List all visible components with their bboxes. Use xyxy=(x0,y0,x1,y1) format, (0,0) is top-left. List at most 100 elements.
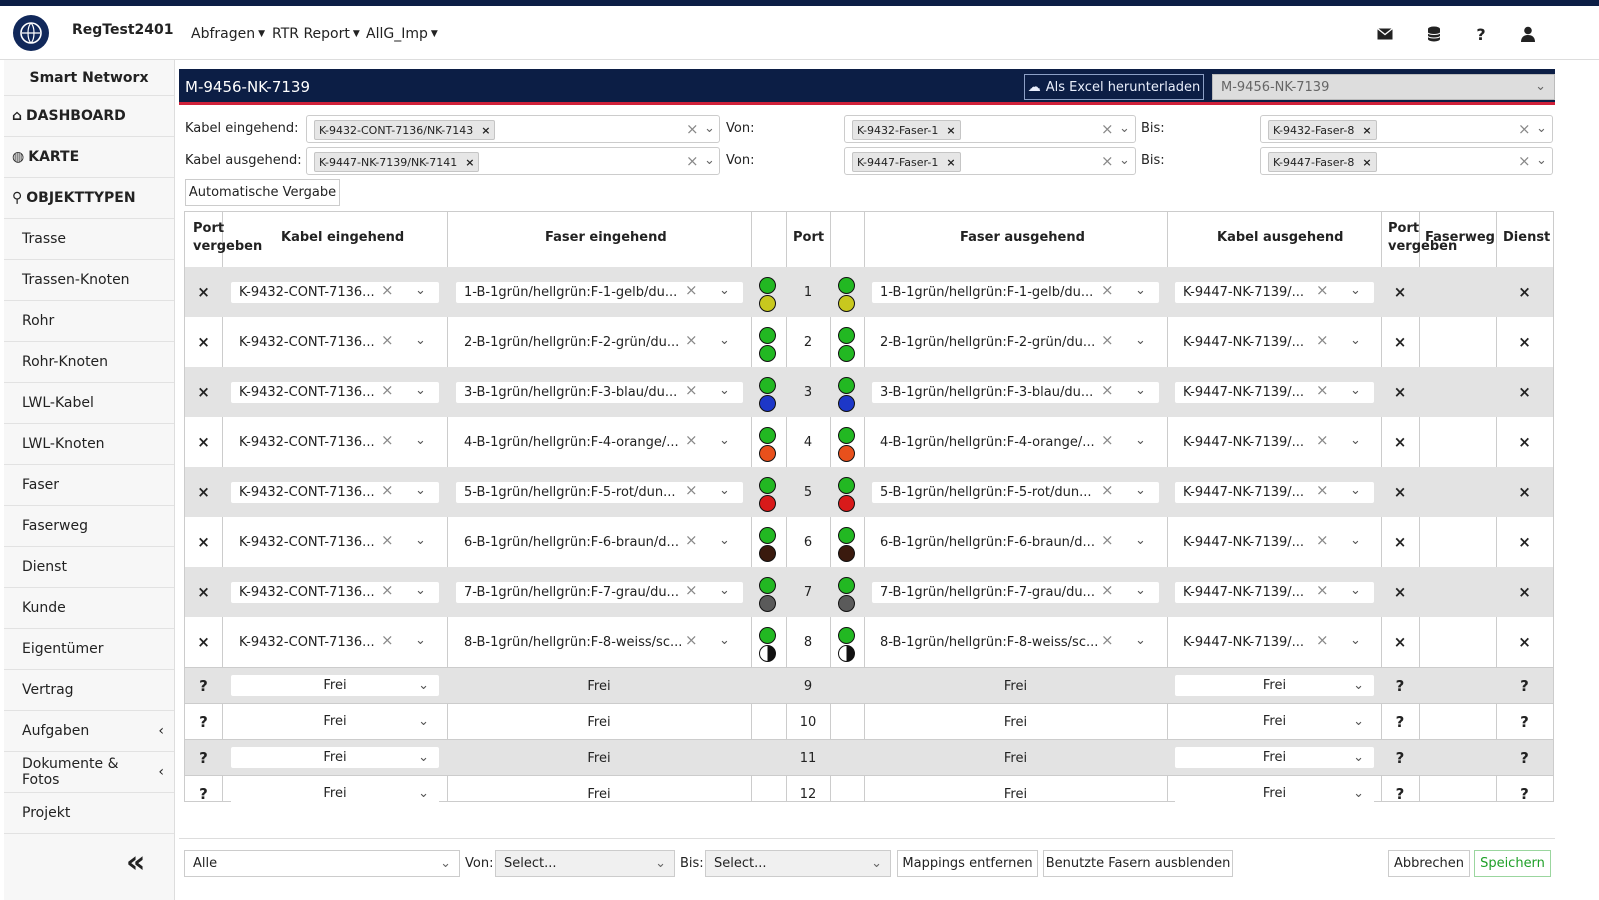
clear-icon[interactable]: × xyxy=(381,481,394,499)
kabel-eingehend-select[interactable]: K-9432-CONT-7136... × ⌄ xyxy=(231,281,439,303)
sidebar-item-faserweg[interactable]: Faserweg xyxy=(4,506,174,547)
kabel-ausgehend-select[interactable]: K-9447-NK-7139/... × ⌄ xyxy=(1175,631,1374,653)
von-ausgehend-select[interactable]: K-9447-Faser-1 × × ⌄ xyxy=(844,147,1136,175)
bis-eingehend-select[interactable]: K-9432-Faser-8 × × ⌄ xyxy=(1260,115,1553,143)
save-button[interactable]: Speichern xyxy=(1474,850,1551,877)
kabel-eingehend-free-select[interactable]: Frei ⌄ xyxy=(231,747,439,768)
dienst-mark[interactable]: × xyxy=(1518,633,1531,651)
clear-icon[interactable]: × xyxy=(1316,381,1329,399)
clear-icon[interactable]: × xyxy=(685,581,698,599)
clear-icon[interactable]: × xyxy=(1316,631,1329,649)
port-vergeben-mark[interactable]: ? xyxy=(199,749,208,767)
port-vergeben-mark-right[interactable]: × xyxy=(1393,483,1407,501)
clear-icon[interactable]: × xyxy=(381,281,394,299)
sidebar-item-faser[interactable]: Faser xyxy=(4,465,174,506)
remove-tag-icon[interactable]: × xyxy=(481,123,491,137)
mapping-select[interactable]: M-9456-NK-7139 ⌄ xyxy=(1212,74,1555,100)
kabel-eingehend-select[interactable]: K-9432-CONT-7136... × ⌄ xyxy=(231,331,439,353)
clear-icon[interactable]: × xyxy=(381,531,394,549)
port-vergeben-mark-right[interactable]: × xyxy=(1393,633,1407,651)
remove-tag-icon[interactable]: × xyxy=(1362,155,1372,169)
clear-icon[interactable]: × xyxy=(381,381,394,399)
port-vergeben-mark[interactable]: × xyxy=(197,633,210,651)
clear-icon[interactable]: × xyxy=(1101,281,1114,299)
dienst-mark[interactable]: × xyxy=(1518,433,1531,451)
clear-icon[interactable]: × xyxy=(1101,581,1114,599)
clear-icon[interactable]: × xyxy=(1101,631,1114,649)
port-vergeben-mark-right[interactable]: ? xyxy=(1395,785,1405,803)
cancel-button[interactable]: Abbrechen xyxy=(1388,850,1470,877)
port-vergeben-mark[interactable]: ? xyxy=(199,785,208,803)
port-vergeben-mark[interactable]: ? xyxy=(199,713,208,731)
faser-ausgehend-select[interactable]: 1-B-1grün/hellgrün:F-1-gelb/du... × ⌄ xyxy=(872,281,1159,303)
clear-icon[interactable]: × xyxy=(1101,481,1114,499)
sidebar-item-dienst[interactable]: Dienst xyxy=(4,547,174,588)
faser-ausgehend-select[interactable]: 5-B-1grün/hellgrün:F-5-rot/dun... × ⌄ xyxy=(872,481,1159,503)
kabel-ausgehend-free-select[interactable]: Frei ⌄ xyxy=(1175,783,1374,804)
kabel-ausgehend-select[interactable]: K-9447-NK-7139/... × ⌄ xyxy=(1175,281,1374,303)
kabel-ausgehend-free-select[interactable]: Frei ⌄ xyxy=(1175,675,1374,696)
clear-icon[interactable]: × xyxy=(1101,331,1114,349)
clear-icon[interactable]: × xyxy=(381,331,394,349)
bottom-bis-select[interactable]: Select... ⌄ xyxy=(705,850,891,877)
port-vergeben-mark[interactable]: × xyxy=(197,433,210,451)
faser-ausgehend-select[interactable]: 4-B-1grün/hellgrün:F-4-orange/... × ⌄ xyxy=(872,431,1159,453)
kabel-eingehend-select[interactable]: K-9432-CONT-7136... × ⌄ xyxy=(231,431,439,453)
port-vergeben-mark[interactable]: × xyxy=(197,333,210,351)
sidebar-item-vertrag[interactable]: Vertrag xyxy=(4,670,174,711)
kabel-ausgehend-select[interactable]: K-9447-NK-7139/NK-7141 × × ⌄ xyxy=(306,147,720,175)
faser-eingehend-select[interactable]: 4-B-1grün/hellgrün:F-4-orange/... × ⌄ xyxy=(456,431,743,453)
menu-rtr-report[interactable]: RTR Report ▼ xyxy=(272,26,360,42)
dienst-mark[interactable]: × xyxy=(1518,583,1531,601)
clear-icon[interactable]: × xyxy=(1101,531,1114,549)
faser-eingehend-select[interactable]: 1-B-1grün/hellgrün:F-1-gelb/du... × ⌄ xyxy=(456,281,743,303)
kabel-ausgehend-select[interactable]: K-9447-NK-7139/... × ⌄ xyxy=(1175,481,1374,503)
kabel-ausgehend-select[interactable]: K-9447-NK-7139/... × ⌄ xyxy=(1175,581,1374,603)
kabel-ausgehend-select[interactable]: K-9447-NK-7139/... × ⌄ xyxy=(1175,531,1374,553)
dienst-mark[interactable]: × xyxy=(1518,383,1531,401)
port-vergeben-mark[interactable]: × xyxy=(197,483,210,501)
faser-eingehend-select[interactable]: 2-B-1grün/hellgrün:F-2-grün/du... × ⌄ xyxy=(456,331,743,353)
clear-icon[interactable]: × xyxy=(685,381,698,399)
faser-eingehend-select[interactable]: 8-B-1grün/hellgrün:F-8-weiss/sc... × ⌄ xyxy=(456,631,743,653)
faser-eingehend-select[interactable]: 3-B-1grün/hellgrün:F-3-blau/du... × ⌄ xyxy=(456,381,743,403)
auto-assign-button[interactable]: Automatische Vergabe xyxy=(185,179,340,206)
kabel-eingehend-select[interactable]: K-9432-CONT-7136... × ⌄ xyxy=(231,581,439,603)
clear-icon[interactable]: × xyxy=(686,120,699,138)
sidebar-item-karte[interactable]: ◍ KARTE xyxy=(4,137,174,178)
clear-icon[interactable]: × xyxy=(685,631,698,649)
kabel-eingehend-select[interactable]: K-9432-CONT-7136/NK-7143 × × ⌄ xyxy=(306,115,720,143)
port-vergeben-mark-right[interactable]: × xyxy=(1393,533,1407,551)
clear-icon[interactable]: × xyxy=(1316,481,1329,499)
faser-ausgehend-select[interactable]: 2-B-1grün/hellgrün:F-2-grün/du... × ⌄ xyxy=(872,331,1159,353)
kabel-eingehend-select[interactable]: K-9432-CONT-7136... × ⌄ xyxy=(231,481,439,503)
bis-ausgehend-select[interactable]: K-9447-Faser-8 × × ⌄ xyxy=(1260,147,1553,175)
hide-used-fibers-button[interactable]: Benutzte Fasern ausblenden xyxy=(1043,850,1233,877)
excel-download-button[interactable]: ☁ Als Excel herunterladen xyxy=(1024,74,1204,100)
clear-icon[interactable]: × xyxy=(1316,281,1329,299)
kabel-eingehend-free-select[interactable]: Frei ⌄ xyxy=(231,675,439,696)
menu-abfragen[interactable]: Abfragen ▼ xyxy=(191,26,265,42)
sidebar-item-eigentuemer[interactable]: Eigentümer xyxy=(4,629,174,670)
clear-icon[interactable]: × xyxy=(381,581,394,599)
dienst-mark[interactable]: ? xyxy=(1520,677,1529,695)
faser-ausgehend-select[interactable]: 6-B-1grün/hellgrün:F-6-braun/d... × ⌄ xyxy=(872,531,1159,553)
port-vergeben-mark-right[interactable]: × xyxy=(1393,333,1407,351)
faser-ausgehend-select[interactable]: 7-B-1grün/hellgrün:F-7-grau/du... × ⌄ xyxy=(872,581,1159,603)
clear-icon[interactable]: × xyxy=(1101,120,1114,138)
sidebar-item-objekttypen[interactable]: ⚲ OBJEKTTYPEN xyxy=(4,178,174,219)
dienst-mark[interactable]: ? xyxy=(1520,713,1529,731)
sidebar-item-rohr[interactable]: Rohr xyxy=(4,301,174,342)
faser-eingehend-select[interactable]: 5-B-1grün/hellgrün:F-5-rot/dun... × ⌄ xyxy=(456,481,743,503)
port-vergeben-mark[interactable]: × xyxy=(197,383,210,401)
dienst-mark[interactable]: × xyxy=(1518,483,1531,501)
dienst-mark[interactable]: × xyxy=(1518,533,1531,551)
help-icon[interactable]: ? xyxy=(1476,24,1486,44)
port-vergeben-mark[interactable]: ? xyxy=(199,677,208,695)
clear-icon[interactable]: × xyxy=(685,331,698,349)
envelope-icon[interactable] xyxy=(1375,24,1395,44)
faser-eingehend-select[interactable]: 6-B-1grün/hellgrün:F-6-braun/d... × ⌄ xyxy=(456,531,743,553)
remove-tag-icon[interactable]: × xyxy=(465,155,475,169)
kabel-eingehend-select[interactable]: K-9432-CONT-7136... × ⌄ xyxy=(231,381,439,403)
clear-icon[interactable]: × xyxy=(685,431,698,449)
